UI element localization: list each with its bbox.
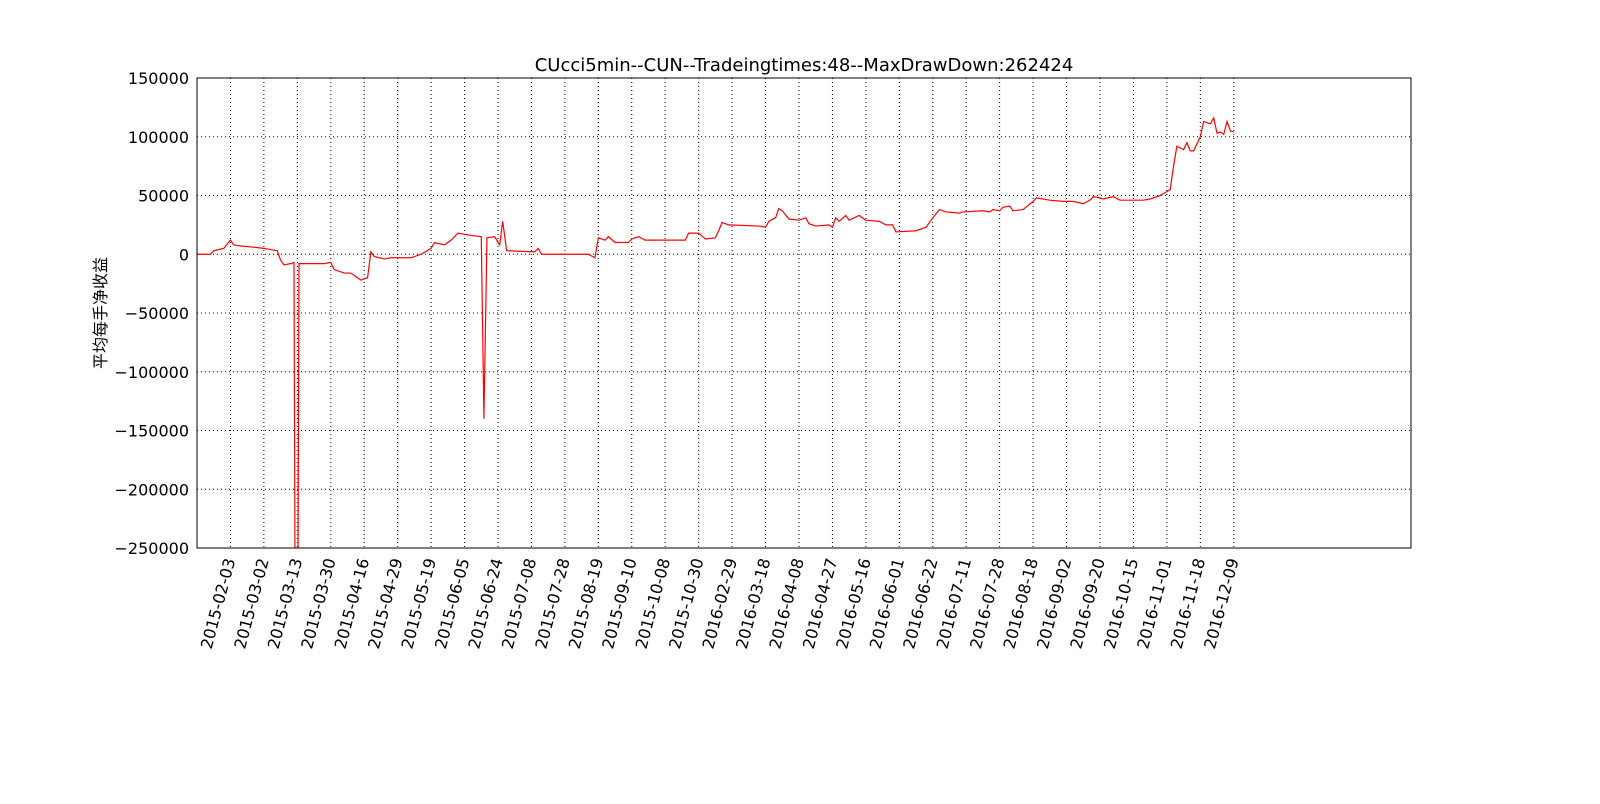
y-tick-label: 100000 <box>128 128 189 147</box>
y-tick-label: 150000 <box>128 69 189 88</box>
y-axis-label: 平均每手净收益 <box>91 257 110 369</box>
y-tick-label: −200000 <box>115 480 189 499</box>
y-tick-label: −50000 <box>125 304 189 323</box>
data-line <box>197 116 1234 548</box>
y-tick-label: −100000 <box>115 363 189 382</box>
plot-frame <box>196 77 1412 549</box>
y-tick-label: −250000 <box>115 539 189 558</box>
y-tick-label: −150000 <box>115 422 189 441</box>
y-tick-label: 50000 <box>138 187 189 206</box>
chart-title: CUcci5min--CUN--Tradeingtimes:48--MaxDra… <box>535 55 1074 76</box>
y-tick-label: 0 <box>179 245 189 264</box>
